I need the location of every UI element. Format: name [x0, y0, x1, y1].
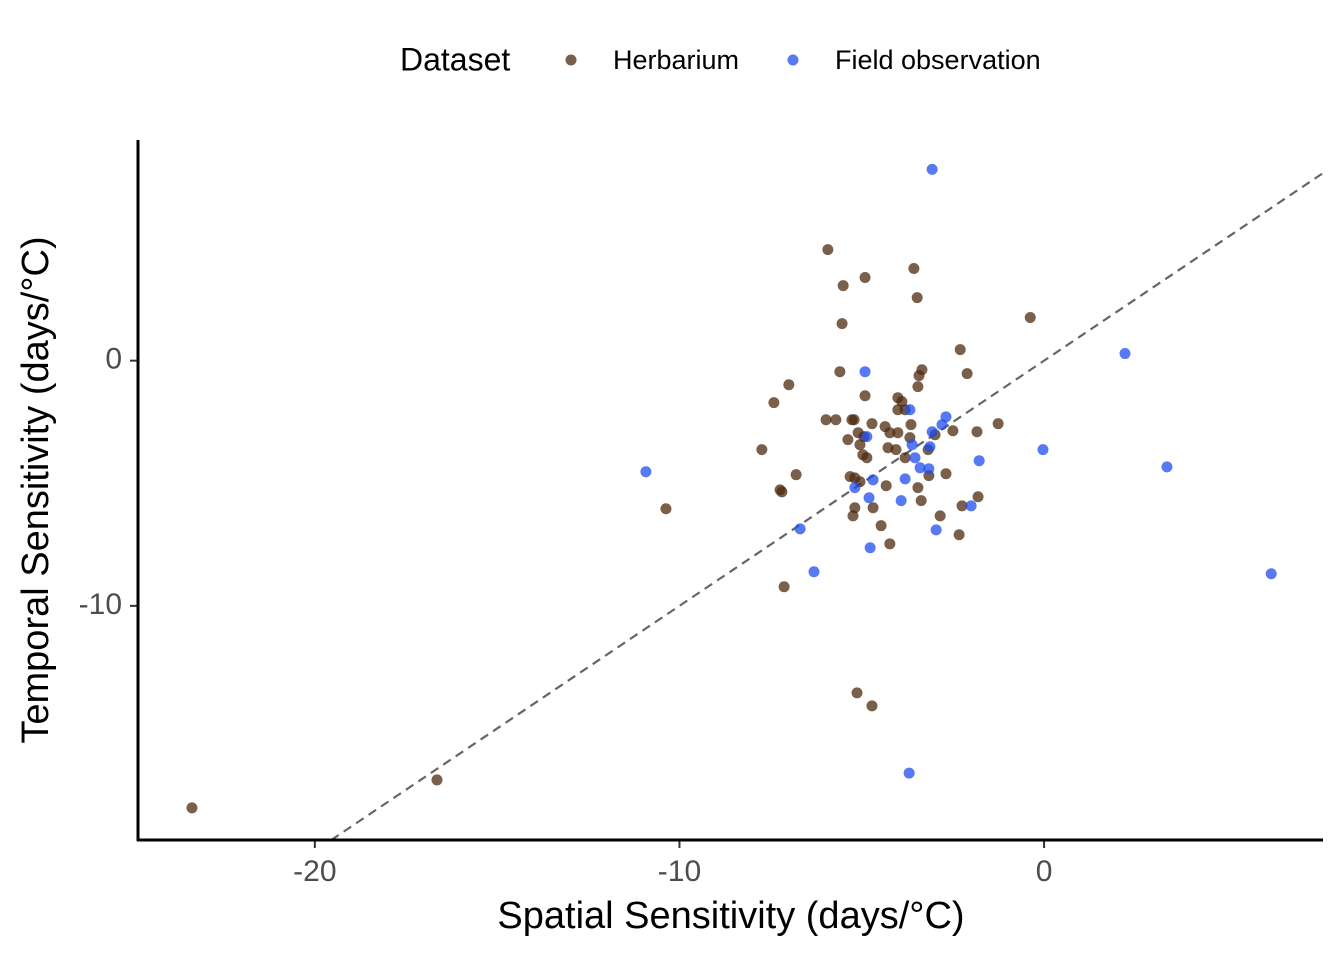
point	[834, 366, 846, 378]
point	[912, 482, 924, 494]
point	[947, 425, 959, 437]
point	[859, 366, 871, 378]
point	[864, 542, 876, 554]
point	[909, 452, 921, 464]
point	[822, 244, 834, 256]
point	[914, 462, 926, 474]
point	[971, 426, 983, 438]
y-tick-label: 0	[105, 343, 122, 376]
point	[1119, 348, 1131, 360]
point	[954, 344, 966, 356]
point	[880, 480, 892, 492]
point	[926, 163, 938, 175]
point	[892, 427, 904, 439]
point	[756, 444, 768, 456]
point	[847, 510, 859, 522]
point	[776, 486, 788, 498]
legend-label: Field observation	[835, 45, 1041, 75]
point	[875, 520, 887, 532]
point	[890, 444, 902, 456]
point	[908, 262, 920, 274]
x-tick-label: -10	[658, 855, 701, 888]
x-axis-title: Spatial Sensitivity (days/°C)	[497, 895, 964, 937]
point	[915, 495, 927, 507]
point	[794, 523, 806, 535]
legend-title: Dataset	[400, 41, 510, 77]
point	[912, 381, 924, 393]
point	[905, 419, 917, 431]
point	[863, 492, 875, 504]
point	[808, 566, 820, 578]
point	[866, 418, 878, 430]
point	[859, 272, 871, 284]
point	[973, 455, 985, 467]
point	[820, 414, 832, 426]
point	[854, 439, 866, 451]
point	[640, 466, 652, 478]
point	[859, 390, 871, 402]
point	[783, 379, 795, 391]
point	[926, 426, 938, 438]
point	[906, 439, 918, 451]
y-axis-title: Temporal Sensitivity (days/°C)	[15, 236, 57, 743]
point	[861, 431, 873, 443]
point	[660, 503, 672, 515]
point	[956, 500, 968, 512]
point	[903, 767, 915, 779]
point	[866, 700, 878, 712]
point	[830, 414, 842, 426]
point	[836, 318, 848, 330]
point	[923, 463, 935, 475]
point	[848, 414, 860, 426]
point	[961, 368, 973, 380]
point	[842, 434, 854, 446]
point	[186, 802, 198, 814]
point	[851, 687, 863, 699]
point	[892, 404, 904, 416]
point	[1265, 568, 1277, 580]
point	[790, 469, 802, 481]
point	[431, 774, 443, 786]
point	[913, 370, 925, 382]
point	[837, 280, 849, 292]
point	[934, 510, 946, 522]
point	[884, 538, 896, 550]
point	[1024, 312, 1036, 324]
point	[1037, 444, 1049, 456]
y-tick-label: -10	[79, 588, 122, 621]
point	[867, 502, 879, 514]
point	[911, 292, 923, 304]
point	[992, 418, 1004, 430]
point	[778, 581, 790, 593]
legend-marker	[565, 54, 577, 66]
point	[972, 491, 984, 503]
point	[940, 468, 952, 480]
point	[768, 397, 780, 409]
point	[1161, 461, 1173, 473]
x-tick-label: 0	[1036, 855, 1053, 888]
point	[899, 452, 911, 464]
point	[953, 529, 965, 541]
point	[884, 427, 896, 439]
point	[861, 452, 873, 464]
point	[965, 500, 977, 512]
point	[936, 419, 948, 431]
x-tick-label: -20	[293, 855, 336, 888]
point	[904, 404, 916, 416]
point	[924, 441, 936, 453]
point	[849, 482, 861, 494]
point	[895, 495, 907, 507]
point	[930, 524, 942, 536]
point	[867, 474, 879, 486]
reference-line	[330, 172, 1324, 841]
point	[899, 473, 911, 485]
legend-marker	[787, 54, 799, 66]
legend-label: Herbarium	[613, 45, 739, 75]
